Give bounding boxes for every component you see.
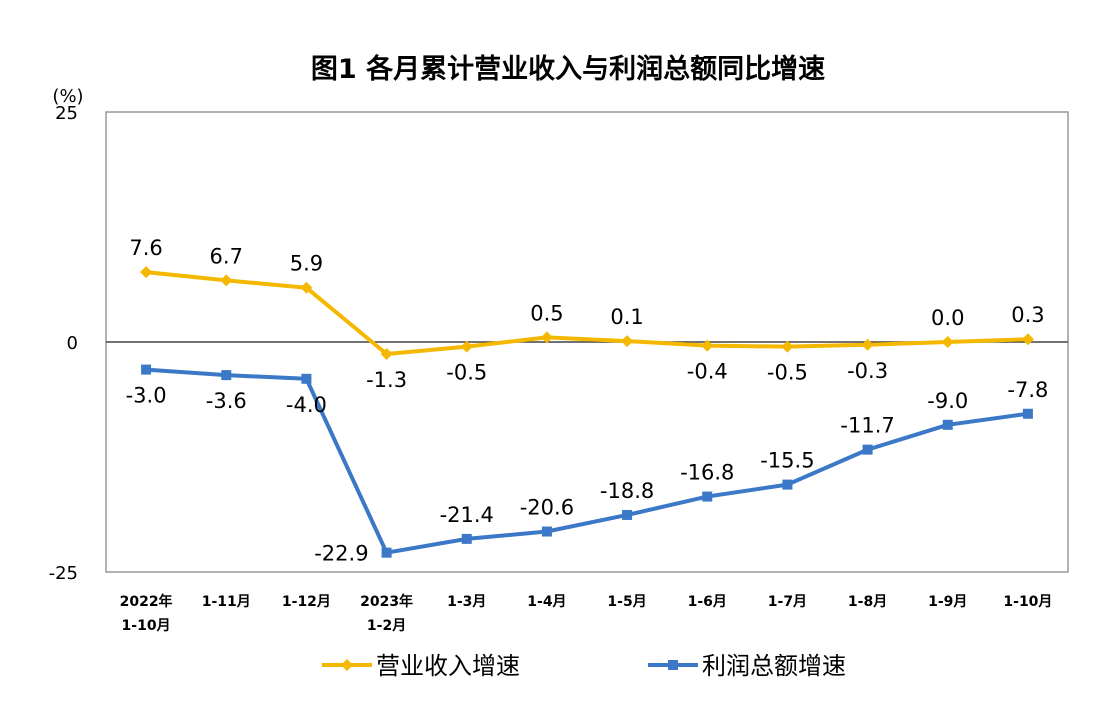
legend-label: 营业收入增速: [376, 652, 520, 680]
data-label: -3.6: [206, 389, 247, 413]
data-point: [941, 336, 954, 348]
data-label: -22.9: [314, 542, 368, 566]
data-point: [301, 373, 312, 384]
data-label: -9.0: [927, 389, 968, 413]
data-label: -0.5: [446, 361, 487, 385]
x-tick-label: 1-7月: [768, 594, 807, 610]
data-label: 7.6: [129, 236, 162, 260]
x-tick-label: 1-8月: [848, 594, 887, 610]
chart-title: 图1 各月累计营业收入与利润总额同比增速: [311, 53, 825, 85]
data-point: [782, 479, 793, 490]
x-tick-label: 2023年 1-2月: [360, 593, 413, 634]
data-point: [622, 509, 633, 520]
x-tick-label: 1-5月: [607, 594, 646, 610]
data-label: -0.5: [767, 361, 808, 385]
data-label: -0.4: [687, 360, 728, 384]
x-tick-label: 1-11月: [202, 594, 251, 610]
y-tick-label: 0: [67, 333, 78, 354]
data-label: -7.8: [1007, 378, 1048, 402]
data-point: [221, 370, 232, 381]
x-tick-label: 1-3月: [447, 594, 486, 610]
data-point: [862, 444, 873, 455]
data-point: [702, 491, 713, 502]
x-tick-label: 1-10月: [1003, 594, 1052, 610]
y-tick-label: 25: [55, 103, 78, 124]
data-label: -16.8: [680, 461, 734, 485]
data-point: [220, 274, 233, 287]
y-tick-label: -25: [49, 563, 78, 584]
data-label: -21.4: [440, 503, 494, 527]
data-point: [621, 335, 634, 348]
series-line: [145, 270, 1028, 356]
data-point: [541, 526, 552, 537]
data-point: [1022, 408, 1033, 419]
data-point: [540, 331, 553, 344]
data-label: -1.3: [366, 368, 407, 392]
data-label: 5.9: [290, 252, 323, 276]
data-label: 0.0: [931, 306, 964, 330]
data-label: -15.5: [760, 449, 814, 473]
data-point: [781, 340, 794, 353]
legend-item: 营业收入增速: [322, 652, 520, 680]
x-tick-label: 1-9月: [928, 594, 967, 610]
data-label: -20.6: [520, 496, 574, 520]
legend-item: 利润总额增速: [648, 652, 846, 680]
data-point: [861, 338, 874, 351]
data-point: [140, 266, 153, 279]
legend-label: 利润总额增速: [702, 652, 846, 680]
data-label: 6.7: [210, 244, 243, 268]
series-line: [145, 367, 1029, 555]
legend-marker: [668, 660, 678, 670]
data-label: -4.0: [286, 393, 327, 417]
data-point: [1021, 333, 1034, 346]
data-point: [141, 364, 152, 375]
data-point: [381, 547, 392, 558]
data-label: -3.0: [126, 384, 167, 408]
data-point: [942, 419, 953, 430]
legend-marker: [341, 659, 353, 671]
data-label: -18.8: [600, 479, 654, 503]
data-point: [701, 339, 714, 352]
x-tick-label: 1-6月: [688, 594, 727, 610]
x-tick-label: 1-12月: [282, 594, 331, 610]
data-label: -11.7: [840, 414, 894, 438]
data-point: [460, 340, 473, 353]
data-label: 0.5: [530, 301, 563, 325]
data-label: -0.3: [847, 359, 888, 383]
x-tick-label: 2022年 1-10月: [120, 593, 173, 634]
x-tick-label: 1-4月: [527, 594, 566, 610]
y-axis-unit: (%): [52, 86, 83, 107]
data-label: 0.3: [1011, 303, 1044, 327]
data-point: [380, 347, 393, 360]
data-point: [300, 281, 313, 294]
data-point: [461, 533, 472, 544]
data-label: 0.1: [610, 305, 643, 329]
